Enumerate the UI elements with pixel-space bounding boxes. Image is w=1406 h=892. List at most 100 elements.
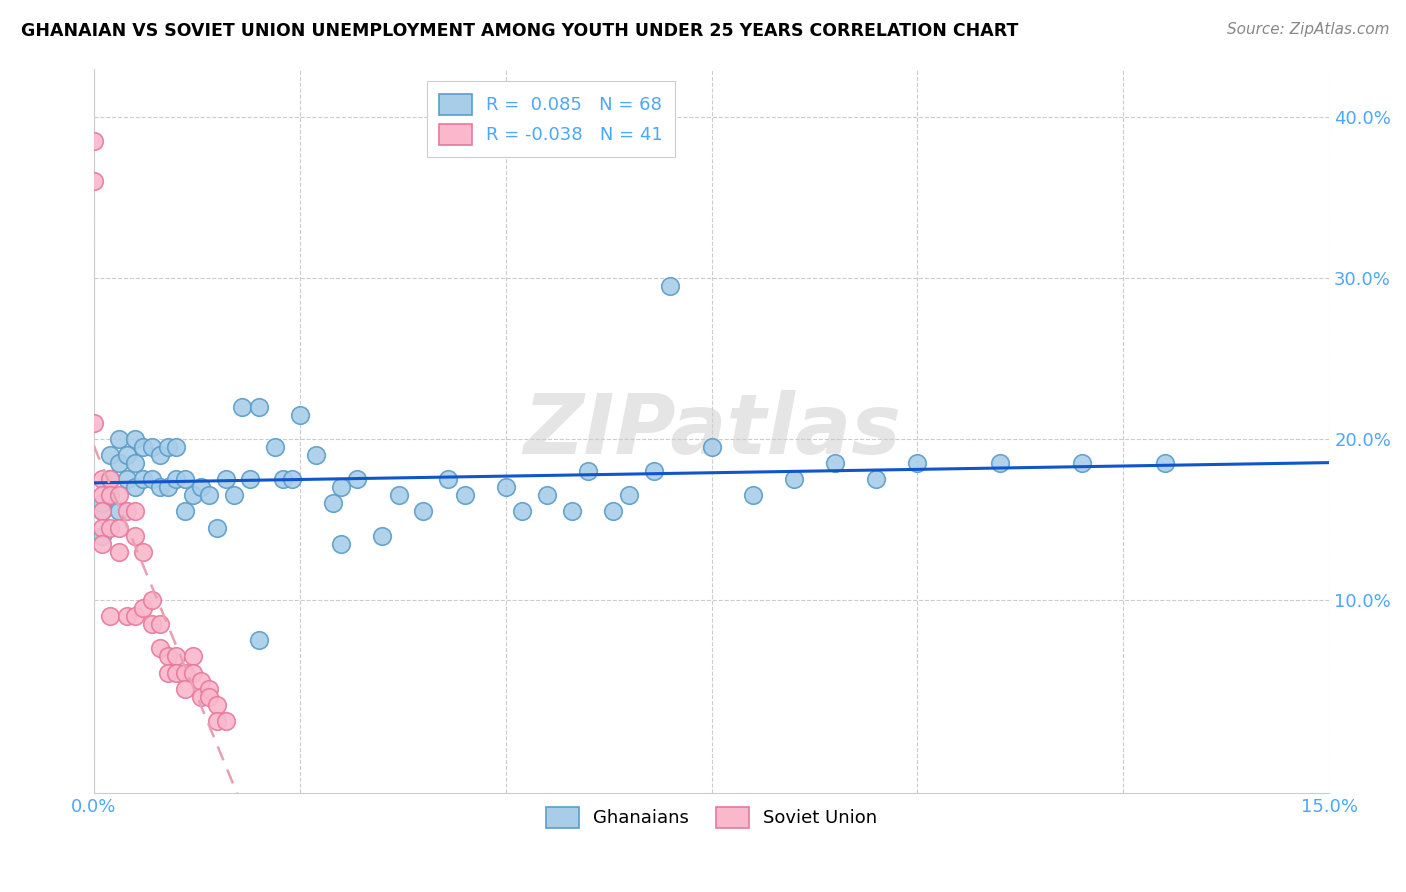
Point <box>124 528 146 542</box>
Point <box>412 504 434 518</box>
Point <box>198 488 221 502</box>
Point <box>141 617 163 632</box>
Point <box>157 480 180 494</box>
Point <box>536 488 558 502</box>
Point <box>190 480 212 494</box>
Point <box>107 456 129 470</box>
Point <box>173 504 195 518</box>
Point <box>141 472 163 486</box>
Point <box>149 448 172 462</box>
Point <box>107 488 129 502</box>
Point <box>198 681 221 696</box>
Point <box>783 472 806 486</box>
Point <box>371 528 394 542</box>
Point <box>115 472 138 486</box>
Point <box>190 690 212 704</box>
Point <box>165 665 187 680</box>
Point <box>824 456 846 470</box>
Point <box>149 480 172 494</box>
Point <box>1071 456 1094 470</box>
Point <box>91 520 114 534</box>
Point <box>157 440 180 454</box>
Point <box>165 649 187 664</box>
Point <box>239 472 262 486</box>
Point <box>100 448 122 462</box>
Point <box>157 665 180 680</box>
Point <box>83 134 105 148</box>
Point <box>280 472 302 486</box>
Text: ZIPatlas: ZIPatlas <box>523 391 900 472</box>
Point <box>198 690 221 704</box>
Point <box>181 665 204 680</box>
Point <box>619 488 641 502</box>
Point <box>988 456 1011 470</box>
Point <box>247 400 270 414</box>
Point <box>100 472 122 486</box>
Point <box>181 488 204 502</box>
Point <box>495 480 517 494</box>
Point <box>222 488 245 502</box>
Point <box>100 520 122 534</box>
Point <box>388 488 411 502</box>
Point <box>107 504 129 518</box>
Point <box>124 609 146 624</box>
Point <box>124 432 146 446</box>
Point <box>181 649 204 664</box>
Point <box>865 472 887 486</box>
Point <box>132 440 155 454</box>
Point <box>741 488 763 502</box>
Point <box>100 609 122 624</box>
Point <box>165 472 187 486</box>
Text: GHANAIAN VS SOVIET UNION UNEMPLOYMENT AMONG YOUTH UNDER 25 YEARS CORRELATION CHA: GHANAIAN VS SOVIET UNION UNEMPLOYMENT AM… <box>21 22 1018 40</box>
Point <box>91 488 114 502</box>
Point <box>247 633 270 648</box>
Point <box>100 472 122 486</box>
Point <box>907 456 929 470</box>
Point <box>107 520 129 534</box>
Point <box>83 416 105 430</box>
Point <box>215 714 238 728</box>
Point <box>141 440 163 454</box>
Point <box>322 496 344 510</box>
Point <box>207 698 229 712</box>
Point <box>173 681 195 696</box>
Point <box>157 649 180 664</box>
Point <box>437 472 460 486</box>
Point <box>91 472 114 486</box>
Point <box>124 456 146 470</box>
Point <box>207 714 229 728</box>
Point <box>141 593 163 607</box>
Point <box>231 400 253 414</box>
Point <box>149 617 172 632</box>
Point <box>1153 456 1175 470</box>
Point <box>576 464 599 478</box>
Point <box>124 504 146 518</box>
Point <box>132 545 155 559</box>
Point <box>273 472 295 486</box>
Point <box>330 480 353 494</box>
Point <box>107 432 129 446</box>
Text: Source: ZipAtlas.com: Source: ZipAtlas.com <box>1226 22 1389 37</box>
Point <box>165 440 187 454</box>
Point <box>124 480 146 494</box>
Point <box>215 472 238 486</box>
Point <box>305 448 328 462</box>
Point <box>643 464 665 478</box>
Point <box>115 609 138 624</box>
Point <box>190 673 212 688</box>
Point <box>207 520 229 534</box>
Point <box>132 472 155 486</box>
Point <box>91 537 114 551</box>
Point <box>453 488 475 502</box>
Point <box>149 641 172 656</box>
Point <box>100 488 122 502</box>
Point <box>602 504 624 518</box>
Point <box>561 504 583 518</box>
Point <box>115 504 138 518</box>
Point <box>83 174 105 188</box>
Point <box>173 472 195 486</box>
Legend: Ghanaians, Soviet Union: Ghanaians, Soviet Union <box>538 800 884 835</box>
Point <box>107 545 129 559</box>
Point <box>173 665 195 680</box>
Point <box>288 408 311 422</box>
